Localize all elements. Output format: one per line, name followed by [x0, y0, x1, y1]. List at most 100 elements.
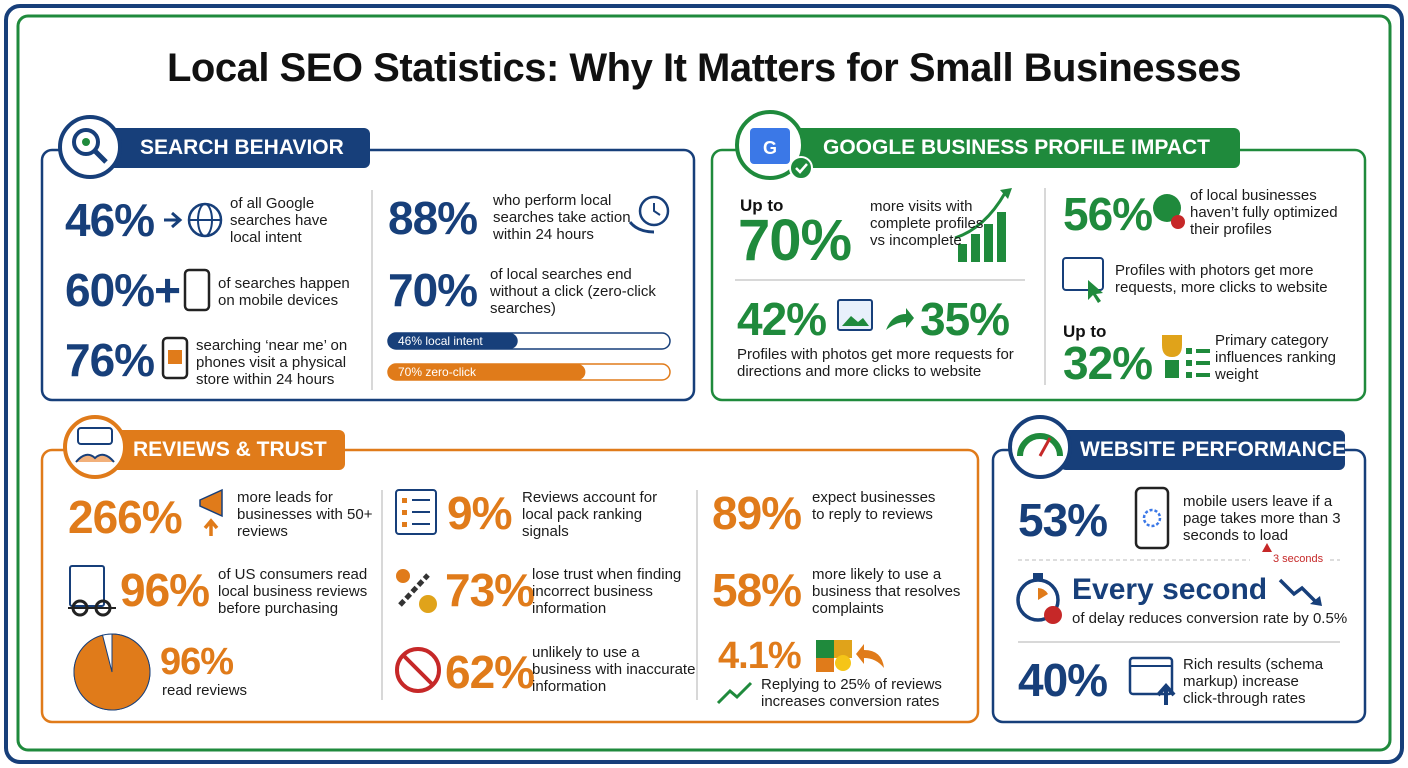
icon [628, 221, 655, 234]
icon [401, 653, 435, 687]
icon [1162, 335, 1182, 357]
bar [388, 364, 586, 380]
icon [395, 489, 437, 535]
icon [716, 681, 753, 705]
stat-figure: 32% [1063, 337, 1153, 389]
tab [110, 430, 345, 470]
icon [816, 658, 834, 672]
icon [1128, 656, 1174, 696]
stat-figure: 89% [712, 487, 802, 539]
stat-figure: 4.1% [718, 635, 802, 677]
stat-figure: 88% [388, 192, 478, 244]
icon [203, 518, 219, 536]
pie-label: 96% [160, 641, 234, 683]
stat-figure: 9% [447, 487, 512, 539]
section-heading: REVIEWS & TRUST [133, 438, 327, 461]
stat-figure: 35% [920, 293, 1010, 345]
stat-text: of US consumers read local business revi… [218, 566, 368, 617]
icon [402, 498, 407, 527]
panel-reviews [40, 448, 980, 724]
stat-text: Profiles with photors get more requests,… [1115, 262, 1328, 296]
stat-figure: 58% [712, 564, 802, 616]
tab [790, 128, 1240, 168]
stat-text: expect businesses to reply to reviews [812, 489, 936, 523]
stat-figure: 70% [388, 264, 478, 316]
icon [161, 336, 189, 380]
stat-figure: 62% [445, 646, 535, 698]
icon: G [763, 138, 777, 158]
outer-border [4, 4, 1404, 764]
stat-text: more visits with complete profiles vs in… [870, 198, 984, 249]
icon [93, 149, 108, 164]
icon [69, 565, 105, 607]
stat-prefix: Up to [740, 196, 784, 215]
icon [958, 212, 1006, 262]
stat-figure: 266% [68, 491, 183, 543]
icon [94, 599, 112, 617]
icon [1153, 194, 1181, 222]
icon [856, 644, 884, 668]
stat-text: Rich results (schema markup) increase cl… [1183, 656, 1324, 707]
icon [1134, 486, 1170, 550]
inner-border [16, 14, 1392, 752]
stat-text: more likely to use a business that resol… [812, 566, 961, 617]
icon [835, 655, 851, 671]
stat-text: Primary category influences ranking weig… [1215, 332, 1336, 383]
stat-text: unlikely to use a business with inaccura… [532, 644, 696, 695]
bar-label: 46% local intent [398, 334, 483, 348]
stat-figure: 42% [737, 293, 827, 345]
pie-text: read reviews [162, 682, 248, 699]
stat-text: searching ‘near me’ on phones visit a ph… [196, 337, 348, 388]
icon [789, 156, 813, 180]
tab-icon [63, 415, 127, 479]
icon [653, 203, 661, 216]
icon [1278, 578, 1318, 604]
stat-figure: 56% [1063, 188, 1153, 240]
icon [886, 308, 914, 330]
icon [816, 640, 834, 658]
section-heading: GOOGLE BUSINESS PROFILE IMPACT [823, 136, 1210, 159]
icon [795, 163, 808, 174]
icon [1017, 433, 1063, 457]
icon [164, 211, 183, 229]
icon [1142, 508, 1162, 528]
tab [105, 128, 370, 168]
icon [168, 350, 182, 364]
icon [1171, 215, 1185, 229]
stat-text: of delay reduces conversion rate by 0.5% [1072, 610, 1348, 627]
stat-figure: 96% [120, 564, 210, 616]
stat-text: Reviews account for local pack ranking s… [522, 489, 658, 540]
icon [1033, 573, 1043, 579]
stat-figure: 60%+ [65, 264, 181, 316]
stat-text: more leads for businesses with 50+ revie… [237, 489, 373, 540]
icon [954, 192, 1007, 240]
stat-figure: Every second [1072, 573, 1268, 606]
icon [183, 268, 211, 312]
tab-icon [58, 115, 122, 179]
icon [1262, 543, 1272, 552]
stat-text: Profiles with photos get more requests f… [737, 346, 1014, 380]
tab [1060, 430, 1345, 470]
icon [842, 316, 869, 326]
stat-figure: 76% [65, 334, 155, 386]
icon [834, 640, 852, 658]
section-heading: SEARCH BEHAVIOR [140, 136, 344, 159]
stat-text: of local businesses haven’t fully optimi… [1190, 187, 1338, 238]
icon [419, 595, 437, 613]
icon [1156, 682, 1176, 705]
stat-figure: 46% [65, 194, 155, 246]
bar-label: 70% zero-click [398, 365, 477, 379]
stat-text: mobile users leave if a page takes more … [1183, 493, 1341, 544]
stat-figure: 40% [1018, 654, 1108, 706]
stat-prefix: Up to [1063, 322, 1107, 341]
icon [1062, 257, 1104, 291]
icon [1186, 348, 1210, 378]
stat-figure: 53% [1018, 494, 1108, 546]
pie-wedge [73, 633, 151, 711]
icon [77, 427, 113, 445]
stat-figure: 70% [738, 208, 852, 273]
icon [72, 128, 100, 156]
icon [395, 647, 441, 693]
